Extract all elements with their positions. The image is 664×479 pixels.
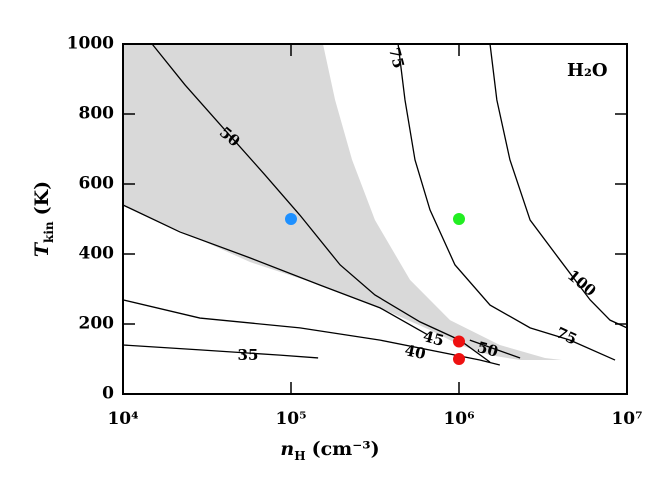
y-label-symbol: T xyxy=(31,241,53,257)
x-label-unit: (cm⁻³) xyxy=(312,438,380,460)
y-tick-label: 200 xyxy=(79,314,115,334)
x-tick-label: 10⁵ xyxy=(275,409,306,429)
contour-line xyxy=(151,43,491,363)
x-label-subscript: H xyxy=(294,449,305,463)
contour-line xyxy=(489,43,628,329)
x-tick-label: 10⁷ xyxy=(611,409,642,429)
y-tick-label: 0 xyxy=(102,384,114,404)
contour-label: 35 xyxy=(238,346,259,364)
y-tick-label: 1000 xyxy=(67,34,114,54)
annotation: H₂O xyxy=(567,60,608,81)
y-axis-label: Tkin (K) xyxy=(31,181,56,257)
x-axis-label: nH (cm⁻³) xyxy=(280,438,379,463)
y-tick-label: 400 xyxy=(79,244,115,264)
contour-line xyxy=(122,204,429,336)
plot-area xyxy=(122,43,628,366)
data-point xyxy=(453,213,465,225)
contour-label: 45 xyxy=(421,327,446,350)
contour-line xyxy=(469,339,521,359)
contour-line xyxy=(397,43,616,361)
data-point xyxy=(285,213,297,225)
plot-frame xyxy=(122,43,628,395)
y-label-unit: (K) xyxy=(31,181,53,216)
x-tick-label: 10⁶ xyxy=(443,409,474,429)
contour-line xyxy=(122,299,500,366)
x-label-symbol: n xyxy=(280,438,294,460)
contour-label: 75 xyxy=(385,46,408,71)
contour-label: 40 xyxy=(403,341,427,363)
data-point xyxy=(453,335,465,348)
shaded-region xyxy=(123,44,562,361)
data-point xyxy=(453,353,465,365)
y-tick-label: 800 xyxy=(79,104,115,124)
y-tick-label: 600 xyxy=(79,174,115,194)
x-tick-label: 10⁴ xyxy=(107,409,138,429)
y-label-subscript: kin xyxy=(42,221,56,243)
contour-label: 75 xyxy=(553,323,580,348)
contour-label: 50 xyxy=(475,338,500,361)
contour-line xyxy=(122,344,319,359)
